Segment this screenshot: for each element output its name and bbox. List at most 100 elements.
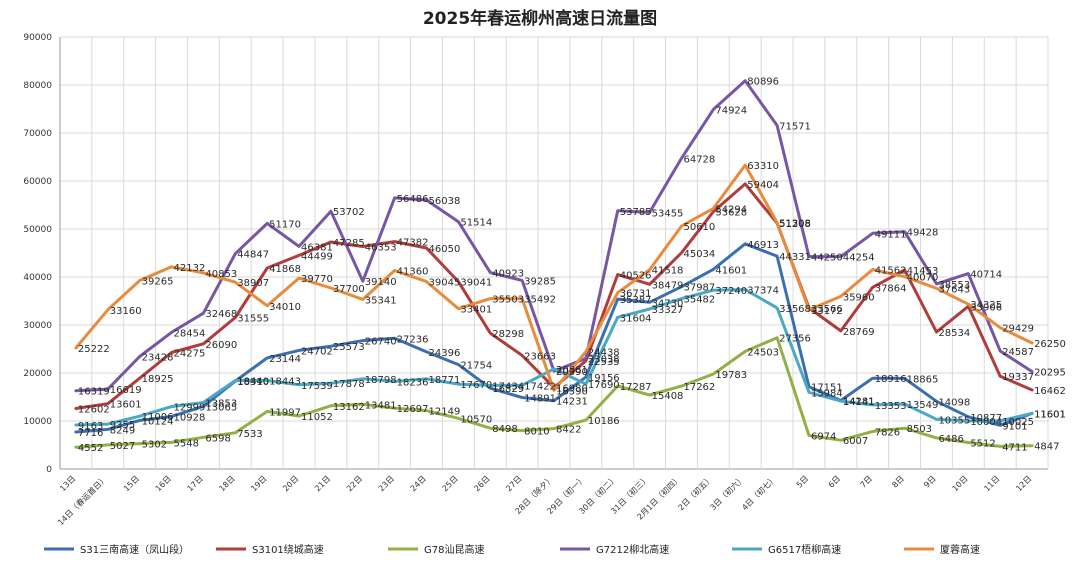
data-label: 5302 (142, 440, 167, 451)
x-tick-label: 5日 (795, 474, 811, 490)
series-line (74, 79, 1034, 393)
x-tick-label: 9日 (922, 474, 938, 490)
data-label: 13481 (365, 400, 397, 411)
x-tick-label: 25日 (441, 474, 460, 493)
data-label: 28454 (174, 328, 206, 339)
data-label: 49111 (875, 229, 907, 240)
data-label: 40853 (205, 269, 237, 280)
data-label: 37700 (333, 284, 365, 295)
x-tick-label: 27日 (504, 474, 523, 493)
data-label: 41562 (875, 266, 907, 277)
data-label: 14891 (524, 394, 556, 405)
data-label: 28534 (938, 328, 970, 339)
data-label: 17434 (492, 381, 524, 392)
data-label: 4847 (1034, 442, 1059, 453)
data-label: 32468 (205, 309, 237, 320)
legend-label: S3101绕城高速 (252, 543, 324, 556)
data-label: 17422 (524, 381, 556, 392)
data-label: 12697 (397, 404, 429, 415)
data-label: 50610 (683, 222, 715, 233)
data-label: 44499 (301, 251, 333, 262)
data-label: 17670 (460, 380, 492, 391)
series-line (74, 336, 1034, 449)
data-label: 39285 (524, 276, 556, 287)
data-label: 53785 (620, 207, 652, 218)
data-label: 6007 (843, 436, 868, 447)
data-label: 40923 (492, 269, 524, 280)
y-tick-label: 70000 (23, 129, 52, 139)
data-label: 33568 (779, 304, 811, 315)
data-label: 10124 (142, 416, 174, 427)
data-label: 19156 (588, 373, 620, 384)
y-tick-label: 60000 (23, 177, 52, 187)
data-label: 14141 (843, 397, 875, 408)
data-label: 47382 (397, 238, 429, 249)
data-label: 13162 (333, 402, 365, 413)
data-label: 11601 (1034, 409, 1066, 420)
data-label: 39045 (429, 278, 461, 289)
x-tick-label: 22日 (345, 474, 364, 493)
data-label: 6486 (938, 434, 963, 445)
data-label: 13353 (875, 401, 907, 412)
data-label: 18916 (875, 374, 907, 385)
data-label: 18771 (429, 375, 461, 386)
data-label: 13601 (110, 400, 142, 411)
data-label: 16619 (110, 385, 142, 396)
data-label: 6974 (811, 432, 836, 443)
data-label: 27236 (397, 334, 429, 345)
data-label: 37374 (747, 286, 779, 297)
data-label: 8503 (907, 424, 932, 435)
data-label: 34730 (652, 298, 684, 309)
data-label: 24702 (301, 346, 333, 357)
x-tick-label: 20日 (281, 474, 300, 493)
data-label: 11601 (1034, 409, 1066, 420)
data-label: 11997 (269, 407, 301, 418)
data-label: 37643 (938, 284, 970, 295)
data-label: 33160 (110, 306, 142, 317)
data-label: 18865 (907, 374, 939, 385)
data-label: 25222 (78, 344, 110, 355)
data-label: 46913 (747, 240, 779, 251)
data-label: 40070 (907, 273, 939, 284)
data-label: 51514 (460, 218, 492, 229)
y-tick-label: 90000 (23, 33, 52, 43)
data-label: 44847 (237, 250, 269, 261)
data-label: 64728 (683, 154, 715, 165)
data-label: 38553 (938, 280, 970, 291)
data-label: 35492 (524, 295, 556, 306)
data-label: 59404 (747, 180, 779, 191)
data-label: 51308 (779, 219, 811, 230)
data-label: 33327 (652, 305, 684, 316)
x-tick-label: 15日 (122, 474, 141, 493)
data-label: 24587 (1002, 347, 1034, 358)
data-label: 9163 (78, 421, 103, 432)
y-tick-label: 30000 (23, 321, 52, 331)
data-label: 44254 (843, 253, 875, 264)
data-label: 63310 (747, 161, 779, 172)
data-label: 33172 (811, 306, 843, 317)
data-label: 34325 (970, 300, 1002, 311)
data-label: 8422 (556, 425, 581, 436)
data-label: 14281 (843, 396, 875, 407)
data-label: 28298 (492, 329, 524, 340)
legend-label: S31三南高速（凤山段） (80, 543, 189, 556)
data-label: 23144 (269, 354, 301, 365)
data-label: 28769 (843, 327, 875, 338)
data-label: 51208 (779, 219, 811, 230)
data-label: 41453 (907, 266, 939, 277)
data-label: 35503 (492, 295, 524, 306)
data-label: 35960 (843, 292, 875, 303)
x-tick-label: 13日 (58, 474, 77, 493)
data-label: 80896 (747, 77, 779, 88)
data-label: 20881 (556, 365, 588, 376)
data-label: 16319 (78, 387, 110, 398)
data-label: 17878 (333, 379, 365, 390)
x-tick-label: 24日 (409, 474, 428, 493)
data-label: 4552 (78, 443, 103, 454)
data-label: 13853 (205, 399, 237, 410)
data-label: 31555 (237, 314, 269, 325)
data-label: 15408 (652, 391, 684, 402)
data-label: 10004 (970, 417, 1002, 428)
data-label: 74924 (715, 105, 747, 116)
